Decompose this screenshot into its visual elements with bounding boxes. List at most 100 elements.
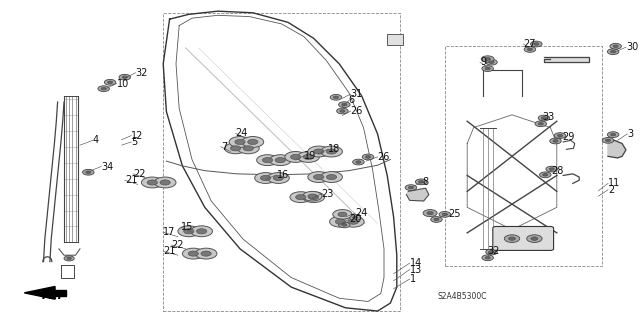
Text: 10: 10 [116, 78, 129, 89]
Circle shape [553, 140, 558, 142]
Circle shape [108, 81, 113, 84]
Polygon shape [53, 290, 66, 296]
Text: 32: 32 [136, 68, 148, 78]
Text: 2: 2 [608, 185, 614, 195]
Circle shape [195, 248, 217, 259]
Circle shape [423, 210, 437, 217]
Circle shape [485, 58, 491, 61]
Circle shape [486, 249, 497, 255]
Polygon shape [544, 57, 589, 62]
Text: 19: 19 [304, 151, 316, 161]
Circle shape [602, 137, 614, 143]
Text: S2A4B5300C: S2A4B5300C [437, 292, 487, 300]
Circle shape [230, 146, 241, 151]
Circle shape [141, 177, 163, 188]
Circle shape [489, 251, 494, 253]
Text: 20: 20 [349, 214, 361, 225]
Circle shape [527, 235, 542, 242]
Circle shape [321, 172, 342, 182]
Circle shape [335, 219, 346, 224]
Circle shape [415, 179, 427, 185]
Circle shape [188, 251, 198, 256]
Text: 6: 6 [349, 95, 355, 106]
Circle shape [550, 138, 561, 144]
Circle shape [531, 41, 542, 47]
Circle shape [342, 216, 364, 227]
Circle shape [122, 76, 127, 78]
Circle shape [408, 186, 413, 189]
Circle shape [196, 229, 207, 234]
Circle shape [184, 229, 194, 234]
Text: 21: 21 [125, 175, 137, 185]
Text: 24: 24 [236, 128, 248, 138]
Circle shape [101, 87, 106, 90]
Circle shape [154, 177, 176, 188]
Circle shape [362, 154, 374, 160]
Circle shape [308, 172, 330, 182]
FancyBboxPatch shape [493, 226, 554, 250]
Circle shape [308, 194, 317, 198]
Circle shape [303, 191, 322, 201]
Circle shape [255, 173, 276, 183]
Circle shape [538, 115, 550, 121]
Circle shape [147, 180, 157, 185]
Circle shape [298, 152, 319, 162]
Circle shape [314, 149, 324, 154]
Circle shape [339, 222, 350, 228]
Text: 23: 23 [321, 189, 333, 199]
Circle shape [611, 133, 616, 136]
Circle shape [86, 171, 91, 174]
Circle shape [83, 169, 94, 175]
Circle shape [365, 156, 371, 158]
Circle shape [534, 43, 539, 45]
Circle shape [242, 137, 264, 147]
Text: 32: 32 [488, 246, 500, 256]
Circle shape [257, 155, 278, 166]
Circle shape [291, 154, 301, 160]
Polygon shape [406, 188, 429, 201]
Circle shape [182, 248, 204, 259]
Circle shape [330, 94, 342, 100]
Text: 5: 5 [131, 137, 138, 147]
Circle shape [442, 213, 447, 216]
Text: 24: 24 [355, 208, 367, 218]
Circle shape [225, 143, 246, 154]
Circle shape [486, 59, 497, 65]
Text: 26: 26 [378, 152, 390, 162]
Circle shape [353, 216, 358, 219]
Text: 22: 22 [133, 169, 146, 179]
Circle shape [243, 146, 253, 151]
Bar [445, 46, 602, 266]
Circle shape [482, 66, 493, 71]
Circle shape [489, 61, 494, 63]
Circle shape [607, 132, 619, 137]
Circle shape [419, 181, 424, 183]
Text: 29: 29 [562, 131, 574, 142]
Circle shape [538, 122, 543, 125]
Circle shape [314, 174, 324, 180]
Circle shape [535, 121, 547, 127]
Circle shape [509, 237, 515, 240]
Circle shape [607, 49, 619, 55]
Circle shape [439, 211, 451, 217]
Circle shape [201, 251, 211, 256]
Circle shape [605, 139, 611, 142]
Text: 15: 15 [181, 222, 193, 232]
Text: 28: 28 [552, 166, 564, 176]
Circle shape [268, 173, 289, 183]
Circle shape [356, 161, 361, 163]
Circle shape [349, 215, 361, 220]
Text: FR.: FR. [42, 291, 62, 301]
Text: 9: 9 [480, 57, 486, 67]
Circle shape [557, 134, 563, 137]
Circle shape [191, 226, 212, 237]
Circle shape [273, 175, 284, 181]
Polygon shape [24, 286, 55, 299]
Text: 11: 11 [608, 178, 620, 189]
Circle shape [326, 149, 337, 154]
Circle shape [308, 146, 330, 157]
Circle shape [337, 108, 348, 114]
Circle shape [326, 174, 337, 180]
Circle shape [342, 103, 347, 106]
Circle shape [119, 74, 131, 80]
